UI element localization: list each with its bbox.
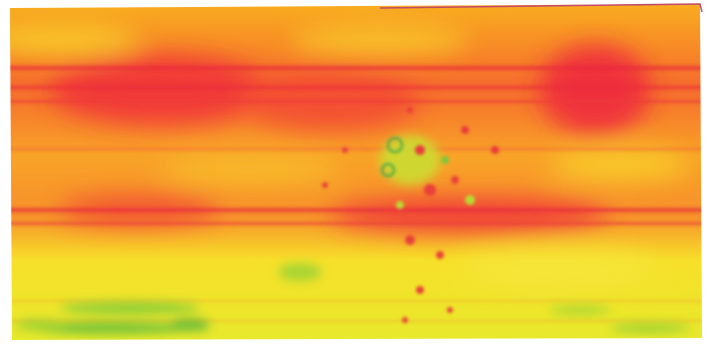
page: (() => { const data = JSON.parse(documen… <box>0 0 712 347</box>
image-content <box>0 0 712 347</box>
field-image <box>0 0 712 347</box>
